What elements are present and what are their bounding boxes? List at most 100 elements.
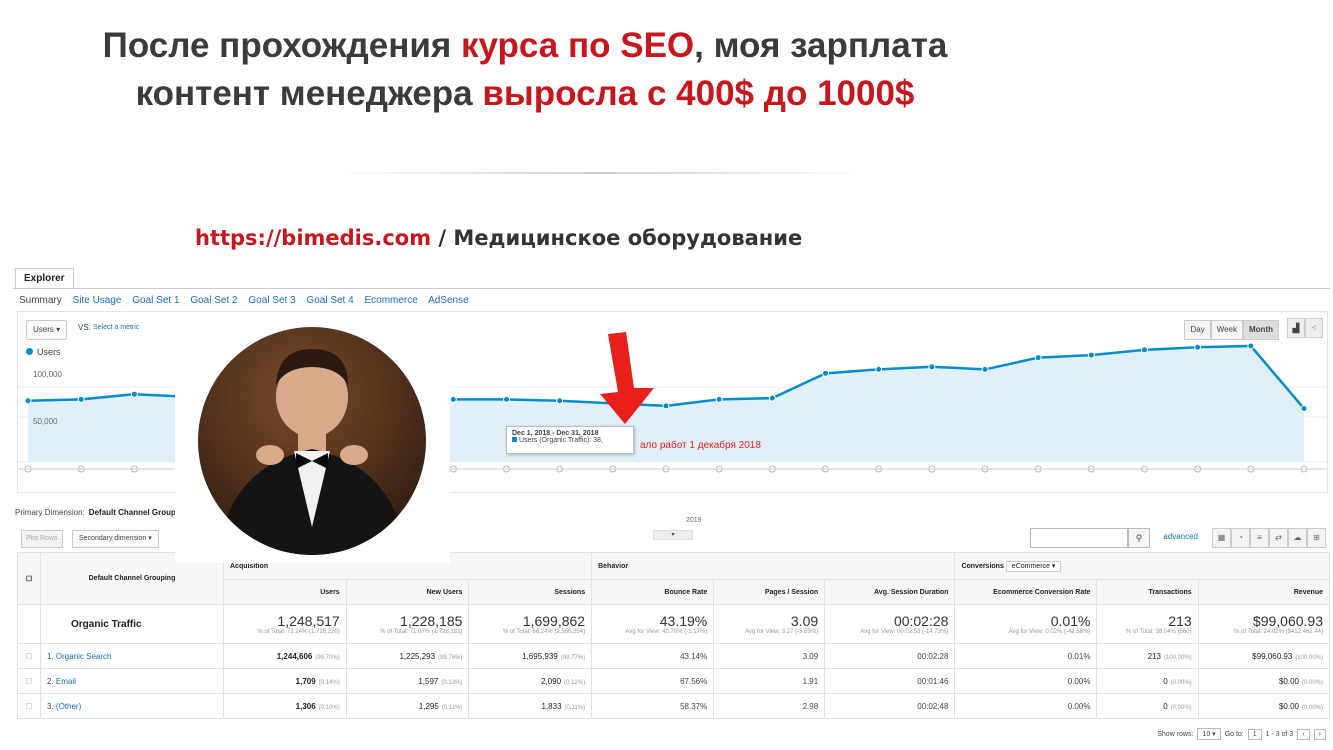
chart-collapse-handle[interactable]: ▾ [653, 530, 693, 540]
data-point[interactable] [928, 363, 936, 371]
total-users-sub: % of Total: 72.24% (1,728,220) [257, 629, 340, 635]
row-sessions-value: 1,695,939 [522, 651, 558, 661]
data-point[interactable] [981, 365, 989, 373]
comparison-icon[interactable]: ⇄ [1269, 528, 1288, 548]
data-point[interactable] [1300, 405, 1308, 413]
select-metric-link[interactable]: Select a metric [93, 324, 140, 331]
data-point[interactable] [556, 397, 564, 405]
x-axis-label: 2019 [686, 517, 702, 524]
table-controls: Plot Rows Secondary dimension ▾ ⚲ advanc… [17, 528, 1326, 548]
prev-page-icon[interactable]: ‹ [1297, 728, 1310, 740]
col-revenue[interactable]: Revenue [1197, 579, 1331, 605]
row-channel-link[interactable]: Organic Search [55, 651, 112, 661]
row-channel-link[interactable]: (Other) [55, 701, 82, 711]
subtab-summary[interactable]: Summary [19, 295, 62, 306]
subtab-goal-set-2[interactable]: Goal Set 2 [190, 295, 238, 306]
col-new-users[interactable]: New Users [345, 579, 470, 605]
col-users[interactable]: Users [223, 579, 347, 605]
row-checkbox[interactable]: ☐ [17, 643, 41, 669]
row-checkbox[interactable]: ☐ [17, 668, 41, 694]
subtab-goal-set-3[interactable]: Goal Set 3 [248, 295, 296, 306]
col-pages-session[interactable]: Pages / Session [713, 579, 826, 605]
secondary-dimension-select[interactable]: Secondary dimension ▾ [72, 530, 159, 548]
motion-chart-icon[interactable]: ⁖ [1305, 318, 1323, 338]
col-transactions[interactable]: Transactions [1096, 579, 1199, 605]
table-search-input[interactable] [1030, 528, 1128, 548]
row-sessions-pct: (99.77%) [560, 654, 586, 661]
analytics-panel: Explorer Summary Site Usage Goal Set 1 G… [13, 266, 1331, 750]
data-point[interactable] [130, 390, 138, 398]
tooltip-title: Dec 1, 2018 - Dec 31, 2018 [512, 430, 599, 437]
col-sessions[interactable]: Sessions [468, 579, 593, 605]
row-checkbox[interactable]: ☐ [17, 693, 41, 719]
period-month-button[interactable]: Month [1243, 320, 1279, 340]
secondary-dimension-label: Secondary dimension [79, 535, 147, 542]
table-row: ☐ 2. Email 1,709 (0.14%) 1,597 (0.13%) 2,0… [17, 668, 1331, 694]
pie-chart-icon[interactable]: ◔ [1231, 528, 1250, 548]
data-point[interactable] [24, 397, 32, 405]
row-channel-link[interactable]: Email [55, 676, 76, 686]
period-buttons: Day Week Month [1184, 320, 1279, 340]
row-trans: 0 (0.00%) [1096, 693, 1199, 719]
row-users-value: 1,709 [295, 676, 316, 686]
total-pages-sub: Avg for View: 3.27 (-5.69%) [745, 629, 819, 635]
subtitle: https://bimedis.com / Медицинское оборуд… [195, 226, 802, 250]
row-bounce: 43.14% [591, 643, 715, 669]
data-point[interactable] [1247, 342, 1255, 350]
row-users-value: 1,306 [295, 701, 316, 711]
subtab-adsense[interactable]: AdSense [428, 295, 469, 306]
data-table-icon[interactable]: ▦ [1212, 528, 1231, 548]
line-chart-icon[interactable]: ▟ [1287, 318, 1305, 338]
tooltip-value: Users (Organic Traffic): 38, [519, 437, 603, 444]
ytick-100000: 100,000 [33, 370, 62, 379]
subtab-site-usage[interactable]: Site Usage [72, 295, 122, 306]
data-point[interactable] [1141, 346, 1148, 354]
data-point[interactable] [1087, 351, 1095, 359]
primary-dimension-value[interactable]: Default Channel Grouping [88, 508, 188, 517]
col-ecommerce-conversion-rate[interactable]: Ecommerce Conversion Rate [954, 579, 1098, 605]
period-week-button[interactable]: Week [1210, 320, 1243, 340]
row-pages: 1.91 [713, 668, 826, 694]
period-day-button[interactable]: Day [1184, 320, 1211, 340]
data-point[interactable] [768, 394, 776, 402]
search-icon[interactable]: ⚲ [1128, 528, 1150, 548]
total-duration-value: 00:02:28 [893, 613, 949, 629]
subtab-ecommerce[interactable]: Ecommerce [364, 295, 418, 306]
data-point[interactable] [1034, 354, 1042, 362]
select-all-checkbox[interactable]: ☐ [17, 552, 41, 605]
row-revenue: $0.00 (0.00%) [1197, 668, 1331, 694]
row-index: 3. [47, 701, 54, 711]
data-point[interactable] [875, 365, 883, 373]
row-revenue-pct: (100.00%) [1295, 654, 1323, 661]
data-point[interactable] [1194, 343, 1202, 351]
data-point[interactable] [449, 395, 457, 403]
row-sessions-pct: (0.12%) [564, 679, 586, 686]
row-trans: 0 (0.00%) [1096, 668, 1199, 694]
term-cloud-icon[interactable]: ☁ [1288, 528, 1307, 548]
row-channel: 2. Email [40, 668, 224, 694]
col-bounce-rate[interactable]: Bounce Rate [591, 579, 715, 605]
subtab-goal-set-1[interactable]: Goal Set 1 [132, 295, 180, 306]
show-rows-select[interactable]: 10 ▾ [1197, 728, 1221, 740]
data-point[interactable] [662, 402, 670, 410]
performance-icon[interactable]: ≡ [1250, 528, 1269, 548]
row-sessions-pct: (0.11%) [564, 704, 586, 711]
data-point[interactable] [822, 369, 829, 377]
metric-select[interactable]: Users ▾ [26, 320, 68, 340]
headline-part5: выросла с 400$ до 1000$ [482, 74, 915, 113]
goto-input[interactable]: 1 [1247, 728, 1262, 740]
data-point[interactable] [77, 395, 85, 403]
data-point[interactable] [715, 395, 723, 403]
row-duration: 00:02:28 [824, 643, 956, 669]
advanced-link[interactable]: advanced [1163, 532, 1198, 541]
next-page-icon[interactable]: › [1313, 728, 1326, 740]
subtab-goal-set-4[interactable]: Goal Set 4 [306, 295, 354, 306]
tab-explorer[interactable]: Explorer [15, 268, 74, 289]
conversions-select[interactable]: eCommerce ▾ [1005, 561, 1062, 572]
col-avg-session-duration[interactable]: Avg. Session Duration [824, 579, 956, 605]
pivot-icon[interactable]: ⊞ [1307, 528, 1326, 548]
plot-rows-button[interactable]: Plot Rows [21, 530, 63, 548]
row-users: 1,306 (0.10%) [223, 693, 347, 719]
data-point[interactable] [503, 395, 510, 403]
chart-type-buttons: ▟ ⁖ [1287, 318, 1323, 338]
